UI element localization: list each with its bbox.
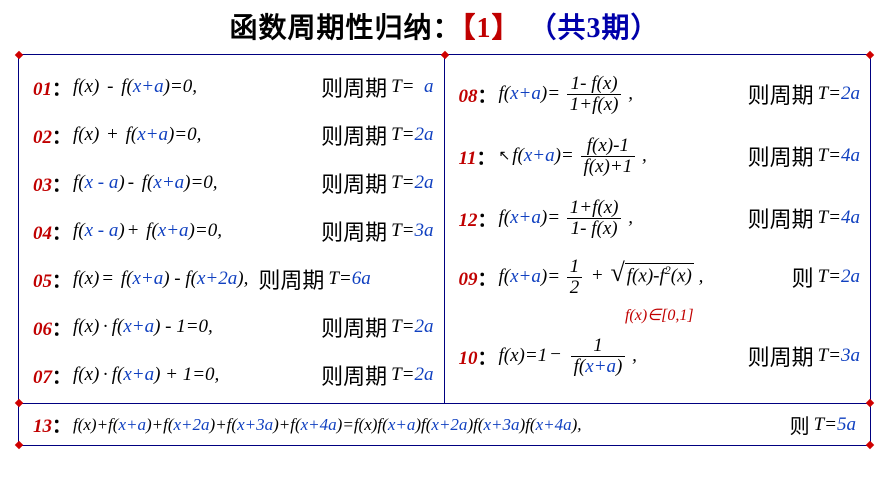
columns: 01： f(x) - f(x+a)=0, 则周期 T= a 02： f(x) +… bbox=[19, 55, 870, 403]
rule-09: 09： f(x+a)= 12 + √f(x)-f2(x) , 则 T=2a f(… bbox=[459, 249, 861, 325]
page: 函数周期性归纳：【1】 （共3期） 01： f(x) - f(x+a)=0, 则… bbox=[0, 0, 889, 500]
rule-07: 07： f(x)·f(x+a) + 1=0, 则周期 T=2a bbox=[33, 351, 434, 399]
rule-06: 06： f(x)·f(x+a) - 1=0, 则周期 T=2a bbox=[33, 303, 434, 351]
content-frame: 01： f(x) - f(x+a)=0, 则周期 T= a 02： f(x) +… bbox=[18, 54, 871, 446]
rule-05: 05： f(x)= f(x+a) - f(x+2a), 则周期 T=6a bbox=[33, 255, 434, 303]
title-part1: 函数周期性归纳： bbox=[229, 13, 461, 44]
left-column: 01： f(x) - f(x+a)=0, 则周期 T= a 02： f(x) +… bbox=[19, 55, 445, 403]
rule-11: 11： ↖ f(x+a)= f(x)-1f(x)+1 , 则周期 T=4a bbox=[459, 125, 861, 187]
rule-04: 04： f(x - a)+ f(x+a)=0, 则周期 T=3a bbox=[33, 207, 434, 255]
page-title: 函数周期性归纳：【1】 （共3期） bbox=[18, 6, 871, 46]
rule-13: 13： f(x)+f(x+a)+f(x+2a)+f(x+3a)+f(x+4a)=… bbox=[19, 403, 870, 445]
title-part3: （共3期） bbox=[529, 13, 660, 44]
rule-02: 02： f(x) + f(x+a)=0, 则周期 T=2a bbox=[33, 111, 434, 159]
rule-09-note: f(x)∈[0,1] bbox=[459, 305, 861, 325]
title-part2: 【1】 bbox=[461, 13, 520, 44]
rule-01: 01： f(x) - f(x+a)=0, 则周期 T= a bbox=[33, 63, 434, 111]
cursor-icon: ↖ bbox=[499, 148, 513, 165]
rule-12: 12： f(x+a)= 1+f(x)1- f(x) , 则周期 T=4a bbox=[459, 187, 861, 249]
rule-10: 10： f(x)=1− 1 f(x+a) , 则周期 T=3a bbox=[459, 325, 861, 387]
rule-03: 03： f(x - a)- f(x+a)=0, 则周期 T=2a bbox=[33, 159, 434, 207]
rule-08: 08： f(x+a)= 1- f(x)1+f(x) , 则周期 T=2a bbox=[459, 63, 861, 125]
right-column: 08： f(x+a)= 1- f(x)1+f(x) , 则周期 T=2a 11：… bbox=[445, 55, 871, 403]
